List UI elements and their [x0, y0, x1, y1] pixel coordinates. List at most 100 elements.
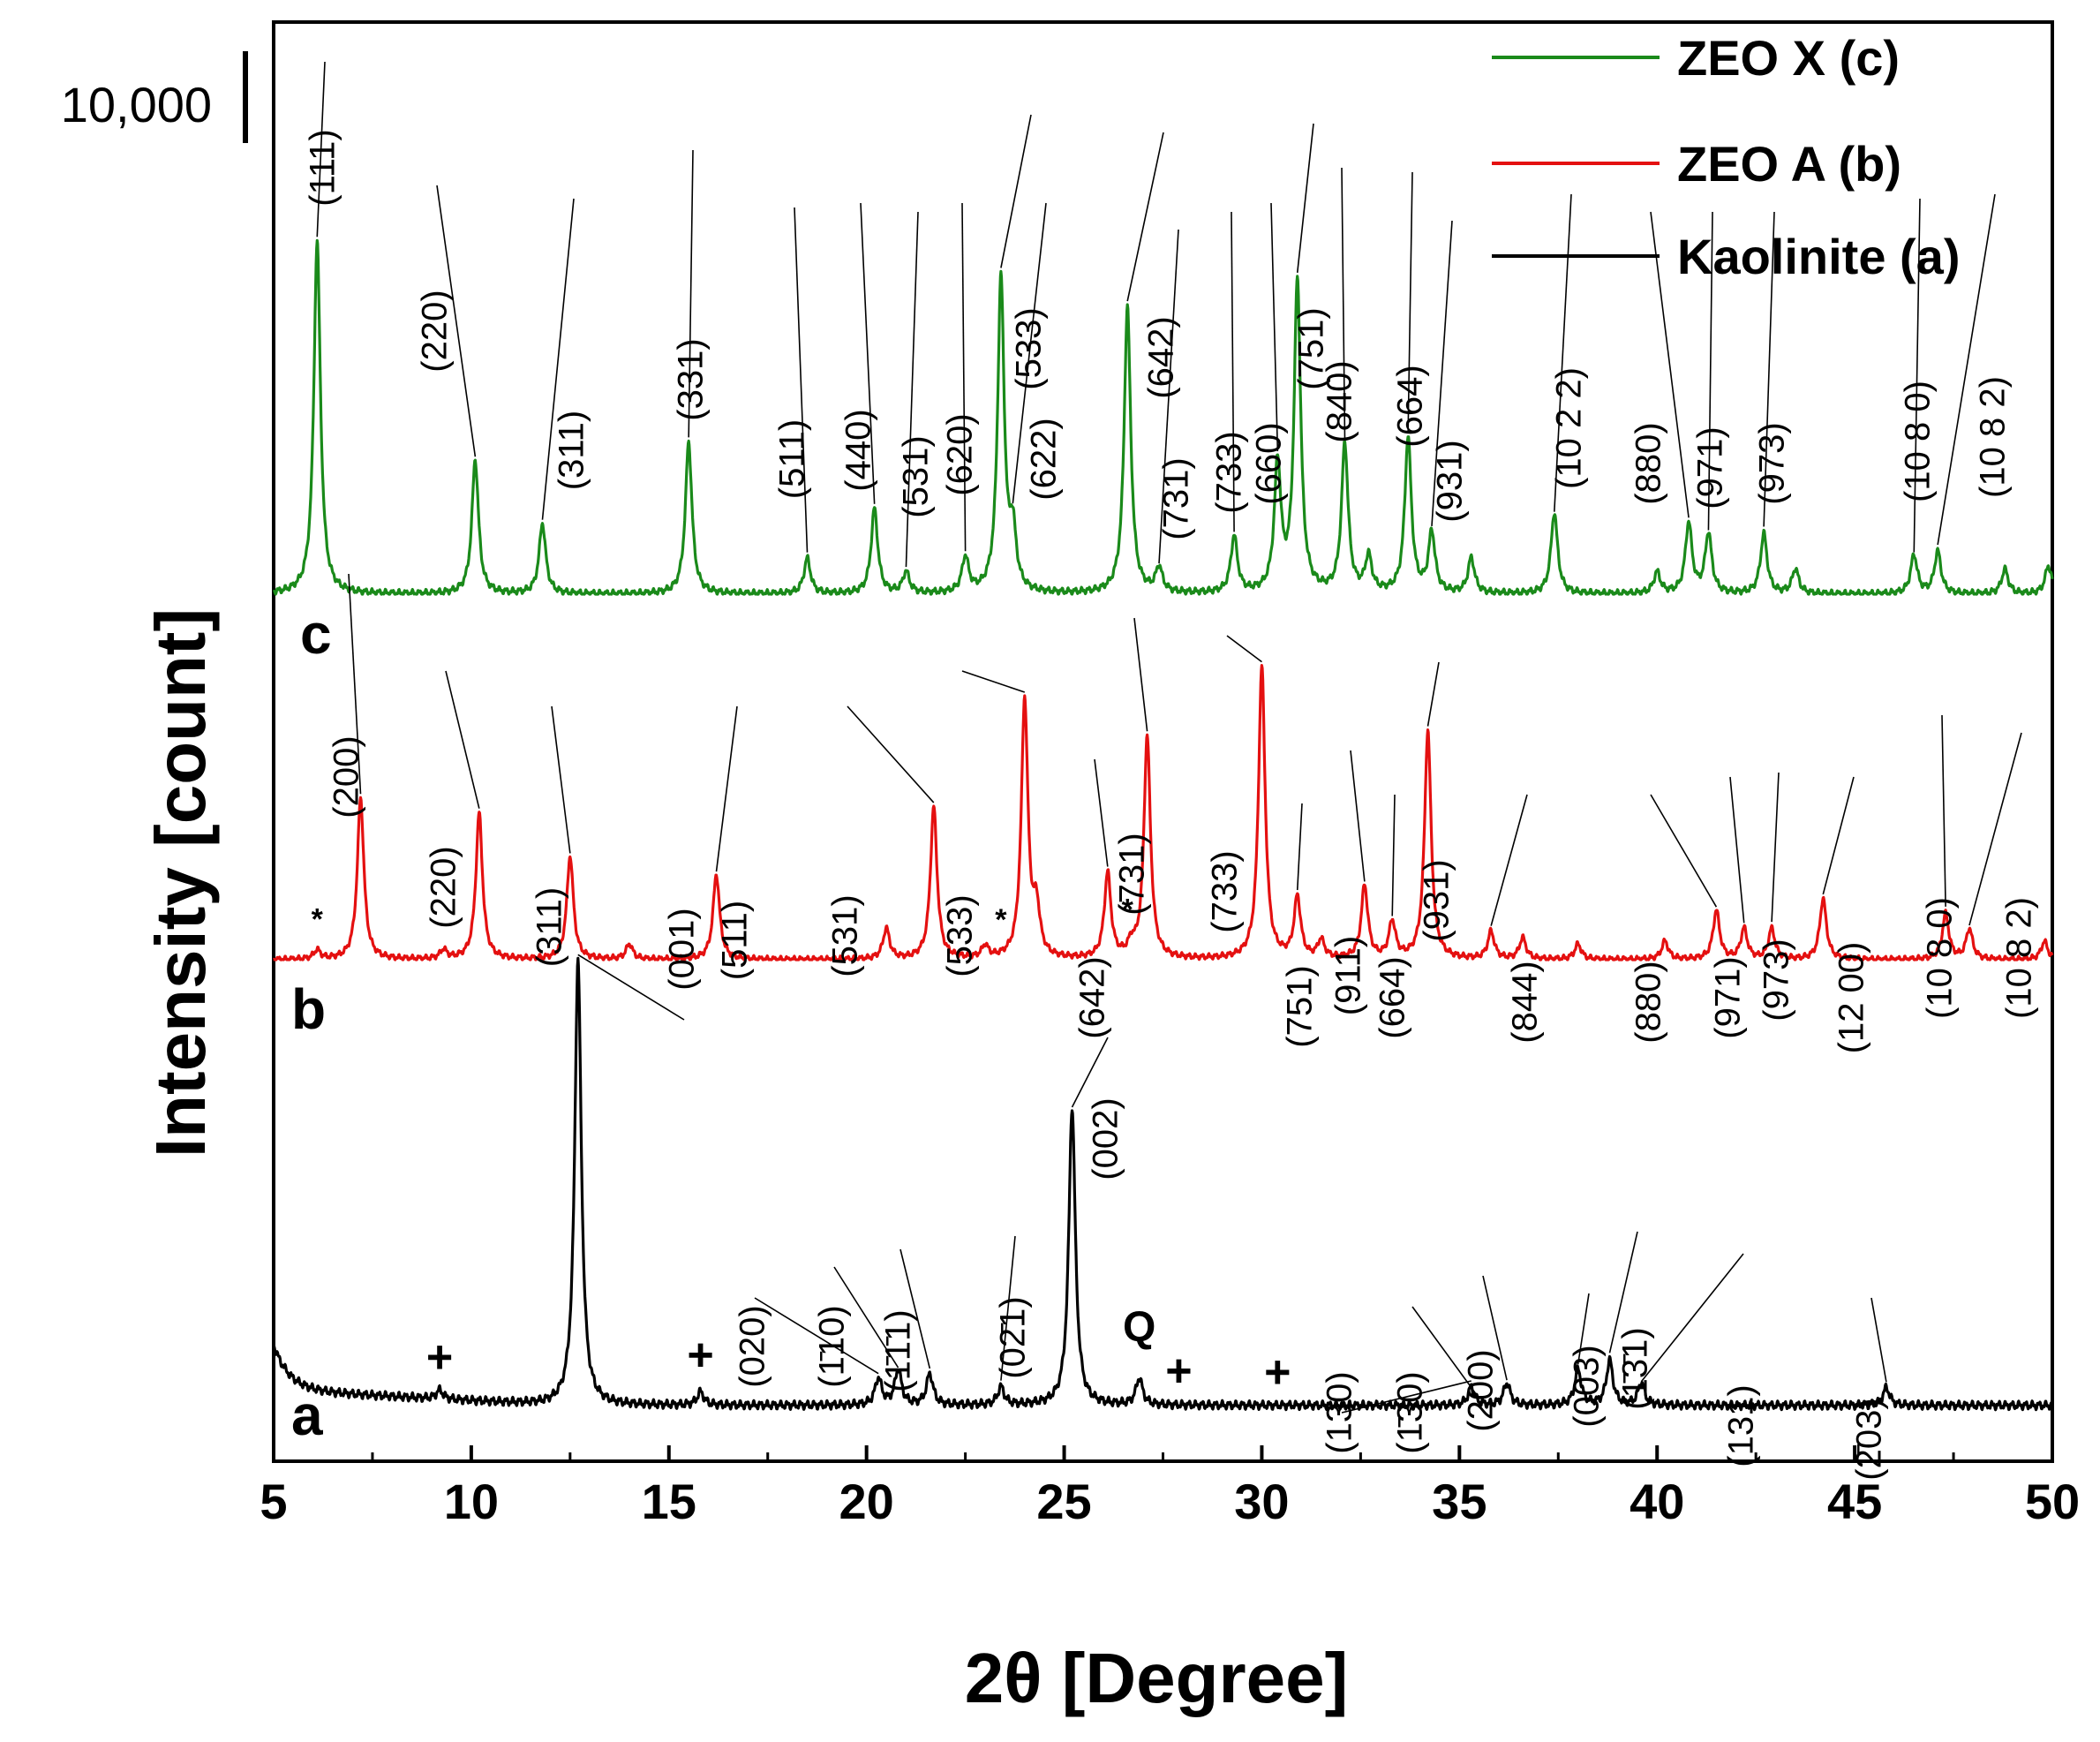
peak-leader-line	[1270, 202, 1279, 452]
peak-label: (10 2 2)	[1550, 367, 1589, 489]
peak-leader-line	[445, 670, 480, 809]
legend: ZEO X (c) ZEO A (b) Kaolinite (a)	[1492, 30, 1960, 284]
peak-label: (511)	[773, 419, 812, 499]
peak-marker: *	[995, 903, 1007, 937]
peak-label: (200)	[1462, 1349, 1501, 1431]
peak-label: (731)	[1113, 833, 1152, 915]
x-tick-label: 20	[839, 1474, 894, 1529]
peak-leader-line	[1231, 211, 1235, 532]
peak-leader-line	[1554, 193, 1572, 512]
peak-leader-line	[1650, 211, 1690, 518]
peak-label: (533)	[941, 894, 980, 977]
peak-leader-line	[715, 705, 738, 872]
x-tick-label: 15	[642, 1474, 696, 1529]
peak-leader-line	[1771, 772, 1780, 923]
peak-leader-line	[1350, 750, 1366, 882]
peak-leader-line	[1822, 776, 1855, 895]
peak-leader-line	[1968, 732, 2022, 926]
peak-label: (751)	[1292, 307, 1331, 389]
scale-bar-label: 10,000	[61, 77, 212, 132]
peak-leader-line	[1341, 167, 1346, 439]
peak-leader-line	[1426, 661, 1440, 727]
peak-leader-line	[1941, 714, 1946, 907]
peak-label: (751)	[1281, 965, 1320, 1047]
peak-leader-line	[1411, 1306, 1480, 1399]
peak-label: (880)	[1630, 961, 1668, 1043]
peak-label: (311)	[553, 411, 591, 490]
peak-leader-line	[1296, 803, 1303, 891]
peak-label: (10 8 0)	[1899, 381, 1938, 502]
peak-label: (664)	[1391, 365, 1430, 447]
peak-leader-line	[1913, 198, 1921, 553]
peak-label: (971)	[1691, 426, 1730, 509]
peak-leader-line	[847, 705, 935, 803]
x-tick-label: 35	[1432, 1474, 1487, 1529]
peak-leader-line	[1407, 171, 1413, 434]
peak-leader-line	[1870, 1297, 1887, 1383]
peak-label: (220)	[416, 290, 455, 372]
peak-leader-line	[1000, 114, 1032, 268]
series-line-a	[272, 956, 2054, 1412]
peak-leader-line	[1341, 1380, 1472, 1414]
peak-leader-line	[1482, 1275, 1508, 1381]
peak-label: (533)	[1010, 307, 1049, 389]
peak-label: (511)	[716, 901, 755, 980]
peak-marker: *	[312, 902, 324, 936]
peak-label: (1̄3̄1)	[1616, 1327, 1655, 1409]
peak-leader-line	[1937, 193, 1996, 546]
x-tick-label: 40	[1630, 1474, 1684, 1529]
peak-leader-line	[1729, 776, 1745, 924]
peak-label: (971)	[1709, 956, 1748, 1038]
peak-label: (10 8 2)	[1974, 376, 2013, 498]
peak-label: (131)	[1722, 1384, 1761, 1467]
peak-leader-line	[1133, 617, 1148, 732]
peak-leader-line	[1126, 132, 1164, 302]
peak-label: (931)	[1418, 859, 1456, 941]
peak-label: (664)	[1374, 956, 1412, 1038]
peak-label: (973)	[1753, 422, 1792, 504]
peak-label: (111)	[304, 129, 342, 206]
peak-label: (622)	[1025, 418, 1064, 500]
y-axis-title: Intensity [count]	[141, 608, 220, 1158]
peak-label: (10 8 2)	[2000, 897, 2039, 1019]
peak-leader-line	[1391, 794, 1396, 916]
peak-label: (733)	[1210, 431, 1249, 513]
peak-label: (130)	[1321, 1371, 1359, 1453]
peak-leader-line	[436, 185, 477, 457]
peak-leader-line	[1071, 1037, 1109, 1108]
peak-leader-line	[1012, 202, 1047, 504]
peak-label: (331)	[672, 338, 711, 420]
peak-label: (733)	[1206, 850, 1245, 932]
peak-label: (844)	[1506, 961, 1545, 1043]
peak-leader-line	[899, 1248, 931, 1369]
peak-label: (642)	[1073, 956, 1112, 1038]
peak-leader-line	[905, 211, 919, 568]
peak-label: (020)	[734, 1305, 772, 1387]
peak-leader-line	[961, 202, 967, 552]
x-tick-label: 25	[1036, 1474, 1091, 1529]
series-line-c	[272, 238, 2054, 596]
peak-leader-line	[794, 207, 809, 553]
peak-leader-line	[1763, 211, 1775, 527]
peak-label: (531)	[897, 435, 936, 517]
peak-label: (311)	[531, 887, 569, 967]
x-tick-label: 50	[2025, 1474, 2080, 1529]
peak-leader-line	[1226, 635, 1262, 663]
peak-leader-line	[1577, 1293, 1590, 1365]
peak-leader-line	[961, 670, 1026, 693]
peak-leader-line	[1000, 1235, 1016, 1381]
peak-label: (02̄1)	[994, 1296, 1033, 1378]
peak-label: (620)	[941, 413, 980, 495]
x-tick-label: 10	[444, 1474, 499, 1529]
peak-leader-line	[541, 198, 575, 520]
peak-label: (12 00)	[1833, 942, 1871, 1054]
peak-leader-line	[551, 705, 571, 854]
peak-leader-line	[1490, 794, 1528, 926]
peak-leader-line	[1608, 1231, 1638, 1354]
legend-label: ZEO A (b)	[1677, 136, 1901, 192]
peak-labels-layer: c(111)(220)(311)(331)(511) (440) (531) (620…	[291, 61, 2039, 1481]
peak-leader-line	[833, 1266, 899, 1369]
peak-label: (840)	[1321, 360, 1359, 442]
peak-leader-line	[754, 1297, 879, 1375]
